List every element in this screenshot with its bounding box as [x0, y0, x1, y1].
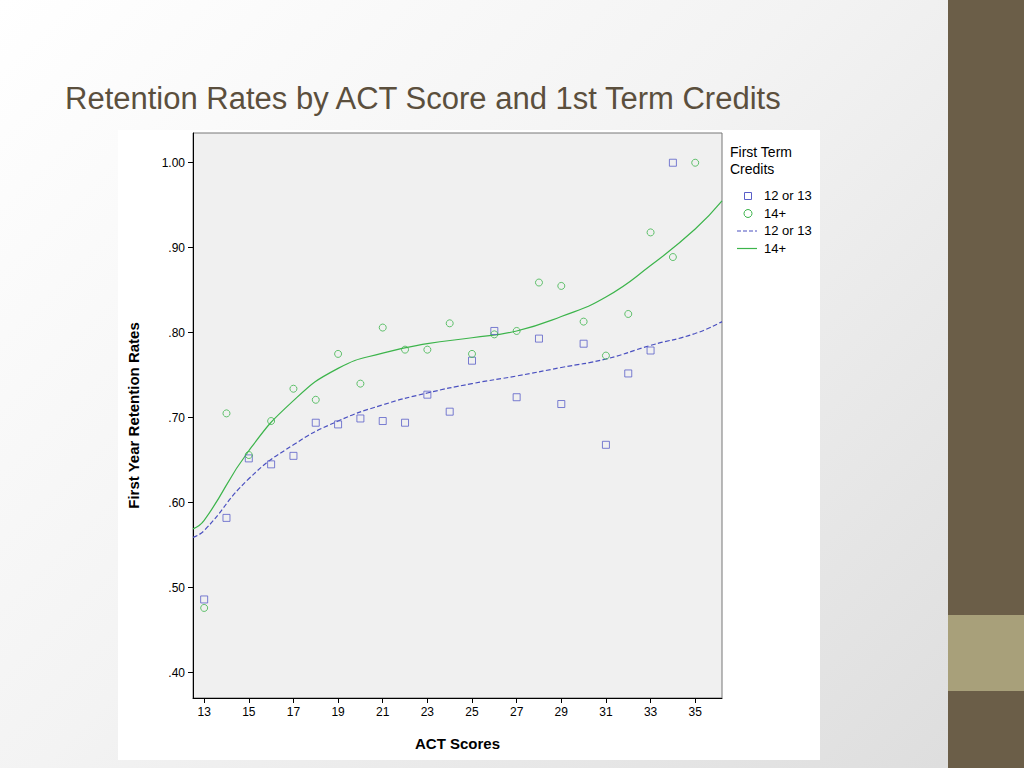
svg-text:.50: .50: [168, 581, 185, 595]
svg-text:13: 13: [197, 705, 211, 719]
svg-text:Retention Rates by ACT Score a: Retention Rates by ACT Score and 1st Ter…: [65, 81, 781, 116]
svg-text:.40: .40: [168, 666, 185, 680]
svg-text:19: 19: [331, 705, 345, 719]
svg-text:21: 21: [376, 705, 390, 719]
svg-text:27: 27: [510, 705, 524, 719]
svg-text:23: 23: [421, 705, 435, 719]
svg-text:12 or 13: 12 or 13: [764, 223, 812, 238]
svg-text:14+: 14+: [764, 206, 786, 221]
svg-text:33: 33: [644, 705, 658, 719]
svg-text:.70: .70: [168, 411, 185, 425]
svg-text:.90: .90: [168, 241, 185, 255]
svg-text:.80: .80: [168, 326, 185, 340]
svg-text:31: 31: [599, 705, 613, 719]
svg-text:First Year Retention Rates: First Year Retention Rates: [125, 322, 142, 508]
svg-text:12 or 13: 12 or 13: [764, 188, 812, 203]
svg-text:ACT Scores: ACT Scores: [415, 735, 500, 752]
svg-text:25: 25: [465, 705, 479, 719]
svg-text:15: 15: [242, 705, 256, 719]
svg-text:Credits: Credits: [730, 161, 774, 177]
svg-text:35: 35: [689, 705, 703, 719]
svg-text:17: 17: [287, 705, 301, 719]
svg-text:29: 29: [555, 705, 569, 719]
svg-text:14+: 14+: [764, 241, 786, 256]
svg-text:.60: .60: [168, 496, 185, 510]
svg-text:First Term: First Term: [730, 144, 796, 160]
svg-text:1.00: 1.00: [162, 156, 186, 170]
